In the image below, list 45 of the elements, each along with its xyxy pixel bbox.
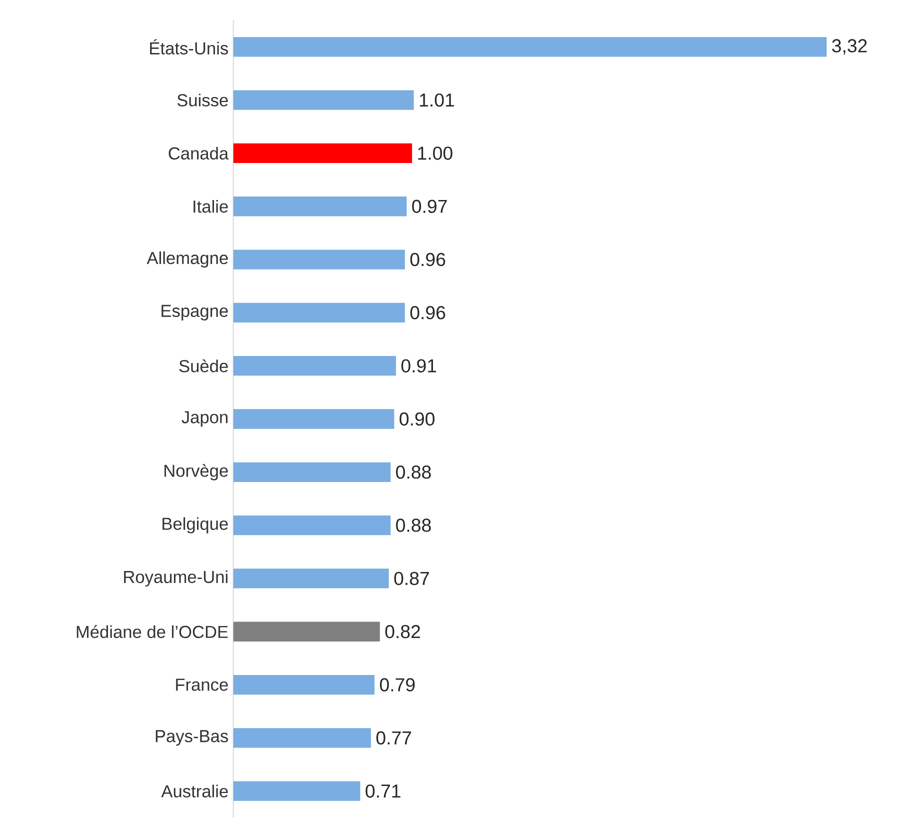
y-tick-label: Pays-Bas	[156, 730, 228, 746]
bar	[233, 622, 380, 642]
y-tick-label: France	[176, 678, 228, 691]
bar	[233, 196, 407, 216]
y-tick-label: Suisse	[177, 94, 228, 106]
data-label: 3,32	[832, 39, 867, 55]
bar	[233, 515, 391, 536]
bar	[233, 462, 391, 482]
y-tick-label: Espagne	[162, 304, 228, 320]
data-label: 1.01	[420, 93, 454, 107]
data-label: 0.77	[376, 731, 412, 745]
bar	[233, 90, 414, 110]
bar	[233, 250, 405, 270]
bar	[233, 674, 375, 695]
y-tick-label: États-Unis	[150, 39, 228, 55]
bar	[233, 143, 412, 164]
y-tick-label: Médiane de l’OCDE	[76, 625, 228, 638]
y-tick-label: Canada	[168, 146, 229, 160]
data-label: 0.90	[400, 412, 434, 426]
y-tick-label: Royaume-Uni	[124, 570, 228, 587]
data-label: 0.91	[401, 359, 436, 372]
bar	[233, 356, 396, 376]
y-tick-label: Suède	[179, 359, 228, 372]
bar	[233, 728, 371, 748]
data-label: 0.96	[410, 306, 446, 320]
y-tick-label: Italie	[194, 200, 228, 213]
y-tick-label: Allemagne	[146, 251, 228, 268]
bar	[233, 37, 827, 57]
bar	[233, 568, 389, 588]
data-label: 0.82	[385, 624, 420, 638]
bar	[233, 781, 360, 801]
y-tick-label: Norvège	[164, 464, 228, 480]
data-label: 0.79	[380, 678, 415, 692]
data-label: 0.96	[410, 252, 446, 266]
data-label: 0.97	[412, 200, 447, 213]
bar	[233, 302, 405, 323]
y-tick-label: Australie	[161, 784, 228, 798]
data-label: 0.88	[396, 518, 431, 532]
y-tick-label: Belgique	[162, 517, 228, 534]
bar	[233, 409, 394, 429]
y-tick-label: Japon	[182, 411, 228, 427]
data-label: 1.00	[418, 146, 452, 160]
data-label: 0.71	[366, 784, 400, 798]
data-label: 0.87	[394, 572, 429, 586]
data-label: 0.88	[396, 466, 431, 479]
